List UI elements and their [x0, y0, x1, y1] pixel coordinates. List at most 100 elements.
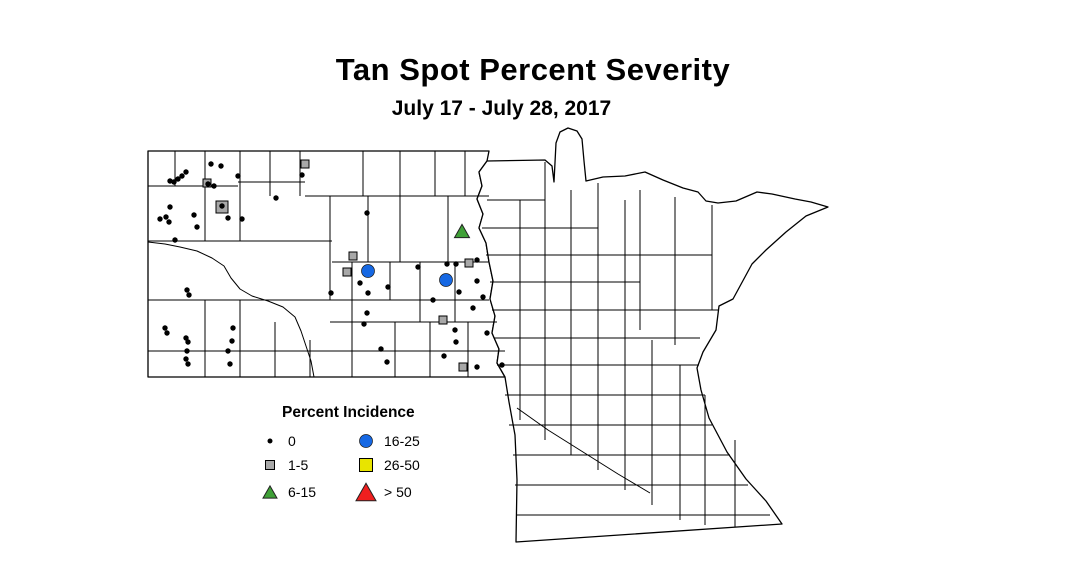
- marker-0: [194, 224, 200, 230]
- legend-icon-svg: [359, 434, 373, 448]
- marker-0: [163, 214, 169, 220]
- marker-0: [225, 215, 231, 221]
- marker-0: [205, 181, 211, 187]
- north-dakota-county-lines: [147, 151, 505, 378]
- marker-0: [183, 356, 189, 362]
- legend-item-6-15: 6-15: [256, 478, 352, 506]
- marker-0: [218, 163, 224, 169]
- legend-item-label: 6-15: [288, 484, 317, 500]
- legend-icon-svg: [262, 484, 278, 499]
- legend-circle: [267, 438, 273, 444]
- marker-0: [474, 364, 480, 370]
- gray-square-icon: [256, 453, 284, 477]
- legend-triangle: [355, 482, 377, 502]
- legend-icon-svg: [359, 458, 373, 472]
- page-title: Tan Spot Percent Severity: [335, 52, 731, 87]
- marker-0: [430, 297, 436, 303]
- red-triangle-icon: [352, 480, 380, 504]
- marker-0: [175, 176, 181, 182]
- blue-circle-icon: [352, 429, 380, 453]
- marker-0: [239, 216, 245, 222]
- marker-0: [357, 280, 363, 286]
- marker-0: [444, 261, 450, 267]
- legend-item-label: > 50: [384, 484, 412, 500]
- marker-0: [185, 339, 191, 345]
- marker-0: [384, 359, 390, 365]
- marker-1-5: [300, 159, 310, 169]
- marker-0: [453, 339, 459, 345]
- green-triangle-icon: [256, 480, 284, 504]
- marker-0: [184, 348, 190, 354]
- marker-0: [184, 287, 190, 293]
- marker-0: [186, 292, 192, 298]
- legend-item-label: 16-25: [384, 433, 420, 449]
- marker-0: [452, 327, 458, 333]
- marker-0: [328, 290, 334, 296]
- marker-0: [164, 330, 170, 336]
- minnesota-county-lines: [482, 162, 770, 527]
- marker-0: [227, 361, 233, 367]
- legend-item-gt50: > 50: [352, 478, 462, 506]
- marker-0: [211, 183, 217, 189]
- legend-icon-svg: [267, 438, 273, 444]
- legend-item-16-25: 16-25: [352, 430, 462, 452]
- legend-square: [265, 460, 275, 470]
- marker-0: [230, 325, 236, 331]
- north-dakota-outline: [147, 150, 506, 378]
- marker-1-5: [348, 251, 358, 261]
- legend: Percent Incidence 0 1-5 6-15 16-25 26-50: [256, 404, 466, 506]
- marker-16-25: [439, 273, 453, 287]
- marker-0: [441, 353, 447, 359]
- marker-0: [183, 335, 189, 341]
- marker-0: [364, 310, 370, 316]
- marker-0: [470, 305, 476, 311]
- legend-triangle: [262, 484, 278, 499]
- marker-0: [172, 237, 178, 243]
- marker-0: [208, 161, 214, 167]
- marker-0: [167, 204, 173, 210]
- yellow-square-icon: [352, 453, 380, 477]
- marker-1-5: [342, 267, 352, 277]
- marker-0: [183, 169, 189, 175]
- marker-0: [235, 173, 241, 179]
- legend-item-label: 0: [288, 433, 296, 449]
- marker-0: [484, 330, 490, 336]
- marker-0: [229, 338, 235, 344]
- marker-0: [378, 346, 384, 352]
- marker-0: [456, 289, 462, 295]
- marker-0: [219, 203, 225, 209]
- black-dot-icon: [256, 429, 284, 453]
- page-subtitle: July 17 - July 28, 2017: [391, 97, 612, 120]
- marker-0: [171, 179, 177, 185]
- marker-1-5: [464, 258, 474, 268]
- legend-item-26-50: 26-50: [352, 453, 462, 477]
- marker-16-25: [361, 264, 375, 278]
- marker-0: [191, 212, 197, 218]
- marker-0: [474, 278, 480, 284]
- marker-0: [453, 261, 459, 267]
- marker-0: [499, 362, 505, 368]
- marker-0: [162, 325, 168, 331]
- marker-0: [415, 264, 421, 270]
- marker-0: [225, 348, 231, 354]
- legend-item-0: 0: [256, 430, 352, 452]
- legend-icon-svg: [265, 460, 275, 470]
- legend-item-label: 1-5: [288, 457, 309, 473]
- marker-0: [480, 294, 486, 300]
- marker-1-5: [458, 362, 468, 372]
- legend-icon-svg: [355, 482, 377, 502]
- legend-circle: [359, 434, 373, 448]
- marker-0: [185, 361, 191, 367]
- marker-0: [157, 216, 163, 222]
- marker-0: [474, 257, 480, 263]
- marker-0: [166, 219, 172, 225]
- legend-square: [359, 458, 373, 472]
- legend-item-label: 26-50: [384, 457, 420, 473]
- marker-0: [385, 284, 391, 290]
- marker-0: [273, 195, 279, 201]
- marker-layer: [157, 159, 505, 372]
- marker-1-5: [438, 315, 448, 325]
- marker-0: [299, 172, 305, 178]
